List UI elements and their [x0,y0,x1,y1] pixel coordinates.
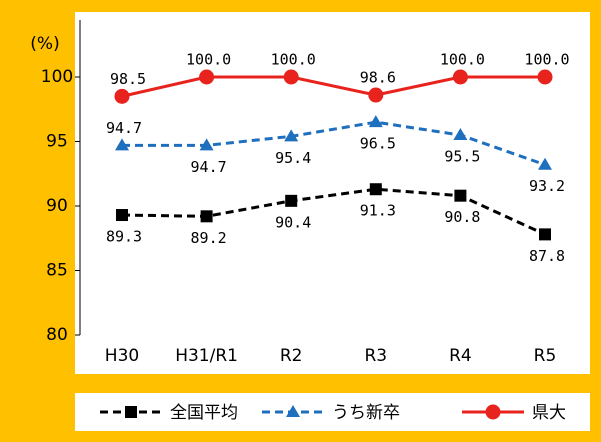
data-label: 95.4 [275,149,311,167]
marker [538,157,552,170]
data-label: 91.3 [360,202,396,220]
legend-label: うち新卒 [332,403,400,423]
y-tick-label: 95 [46,132,68,152]
data-label: 90.8 [444,208,480,226]
marker [452,69,468,85]
marker [125,406,137,418]
y-tick-label: 80 [46,325,68,345]
data-label: 96.5 [360,135,396,153]
x-tick-label: H31/R1 [175,346,238,366]
data-label: 94.7 [191,158,227,176]
data-label: 98.5 [110,70,146,88]
marker [199,138,214,151]
plot-area [75,12,590,374]
x-tick-label: R2 [280,346,303,366]
marker [199,69,215,85]
marker [115,138,129,151]
data-label: 89.2 [191,229,227,247]
y-tick-label: 100 [41,67,73,87]
marker [114,88,130,104]
x-tick-label: R5 [534,346,557,366]
marker [285,194,298,207]
data-label: 100.0 [271,51,316,69]
data-label: 94.7 [106,119,142,137]
marker [283,69,299,85]
data-label: 90.4 [275,213,311,231]
series-line [122,120,546,167]
x-tick-label: H30 [105,346,139,366]
marker [116,209,128,222]
data-label: 100.0 [186,51,231,69]
marker [284,129,299,142]
series-line [121,75,545,98]
x-tick-label: R4 [449,346,472,366]
y-axis-label: (%) [30,34,59,54]
marker [539,228,551,241]
data-label: 87.8 [529,247,565,265]
legend-label: 全国平均 [170,403,238,423]
marker [537,69,553,85]
series-line [121,187,546,236]
legend-label: 県大 [532,403,566,423]
marker [485,404,501,420]
data-label: 100.0 [524,51,569,69]
data-label: 100.0 [440,51,485,69]
marker [368,115,383,128]
data-label: 95.5 [444,148,480,166]
data-label: 89.3 [106,228,142,246]
marker [369,183,382,196]
data-label: 98.6 [360,69,396,87]
data-label: 93.2 [529,177,565,195]
y-tick-label: 85 [46,261,68,281]
marker [454,189,467,202]
y-tick-label: 90 [46,196,68,216]
x-tick-label: R3 [364,346,387,366]
marker [200,210,213,223]
marker [453,128,468,141]
marker [368,87,384,103]
marker [286,405,300,417]
